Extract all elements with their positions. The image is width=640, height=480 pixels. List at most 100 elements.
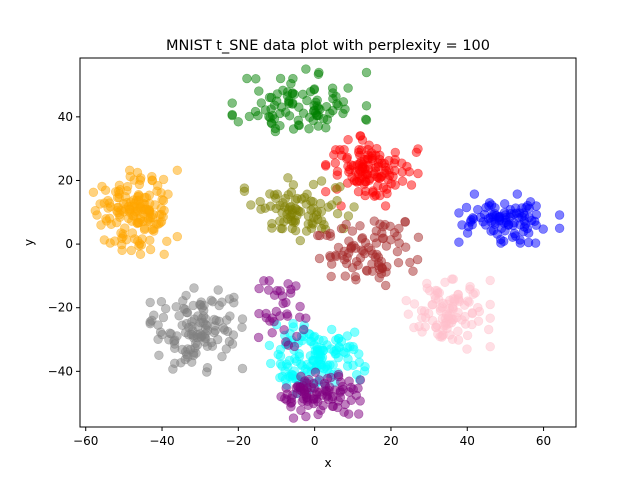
data-point [294,102,304,112]
data-point [288,73,298,84]
data-point [308,332,319,342]
x-tick-label: −60 [73,434,98,448]
data-point [443,311,453,321]
data-point [509,228,520,239]
data-point [512,189,522,199]
data-point [381,280,391,291]
data-point [343,135,353,145]
data-point [278,298,288,309]
data-point [117,233,127,244]
data-point [359,366,370,376]
data-point [279,325,289,335]
data-point [277,207,287,218]
data-point [340,271,350,281]
data-point [386,235,396,245]
data-point [145,317,155,327]
data-point [343,161,353,172]
data-point [264,340,275,351]
data-point [314,375,324,385]
data-point [295,235,305,246]
data-point [141,204,152,214]
data-point [266,358,276,369]
data-point [229,298,239,308]
data-point [199,300,209,311]
data-point [326,271,336,282]
data-point [286,187,297,197]
data-point [147,171,157,182]
data-point [453,289,463,300]
data-point [104,198,115,208]
data-point [180,304,190,315]
data-point [301,389,312,400]
data-point [401,242,411,252]
data-point [288,413,299,423]
y-tick-label: −40 [48,364,73,378]
data-point [375,190,385,201]
data-point [317,216,327,226]
data-point [264,276,274,286]
data-point [170,358,180,368]
data-point [325,228,335,239]
data-point [135,175,146,185]
data-point [242,73,252,84]
data-point [448,303,458,313]
data-point [308,179,319,190]
data-point [313,409,323,420]
data-point [158,174,169,185]
data-point [137,234,147,244]
x-tick-label: 20 [383,434,398,448]
data-point [124,205,135,215]
data-point [354,357,364,367]
data-point [460,319,471,329]
data-point [132,218,142,228]
data-point [485,275,495,286]
data-point [189,283,199,293]
data-point [309,383,319,393]
data-point [270,123,280,134]
data-point [350,272,361,282]
data-point [492,229,502,239]
data-point [430,290,440,301]
data-point [397,176,408,186]
data-point [217,351,227,362]
data-point [409,299,420,309]
data-point [183,352,193,362]
data-point [496,238,506,248]
data-point [283,173,293,183]
data-point [315,345,325,356]
scatter-points [88,64,565,423]
data-point [390,165,400,176]
data-point [127,228,138,238]
data-point [126,245,137,256]
data-point [373,161,383,172]
data-point [432,320,442,330]
data-point [90,206,101,216]
data-point [170,335,180,345]
data-point [316,206,327,217]
data-point [158,312,169,323]
data-point [321,161,331,171]
data-point [159,249,169,260]
data-point [368,155,378,166]
data-point [402,161,412,172]
data-point [301,411,311,422]
data-point [382,261,392,272]
data-point [413,144,423,154]
data-point [361,101,372,111]
data-point [554,223,565,234]
x-axis-label: x [324,456,331,470]
y-tick-label: 40 [58,110,73,124]
data-point [328,105,338,116]
data-point [338,97,349,107]
data-point [462,228,473,238]
data-point [237,314,248,324]
data-point [508,220,518,231]
data-point [309,85,319,95]
data-point [469,189,480,199]
data-point [124,165,135,176]
data-point [288,318,298,329]
data-point [134,191,144,201]
data-point [403,309,413,319]
x-tick-label: −40 [149,434,174,448]
data-point [95,199,105,209]
